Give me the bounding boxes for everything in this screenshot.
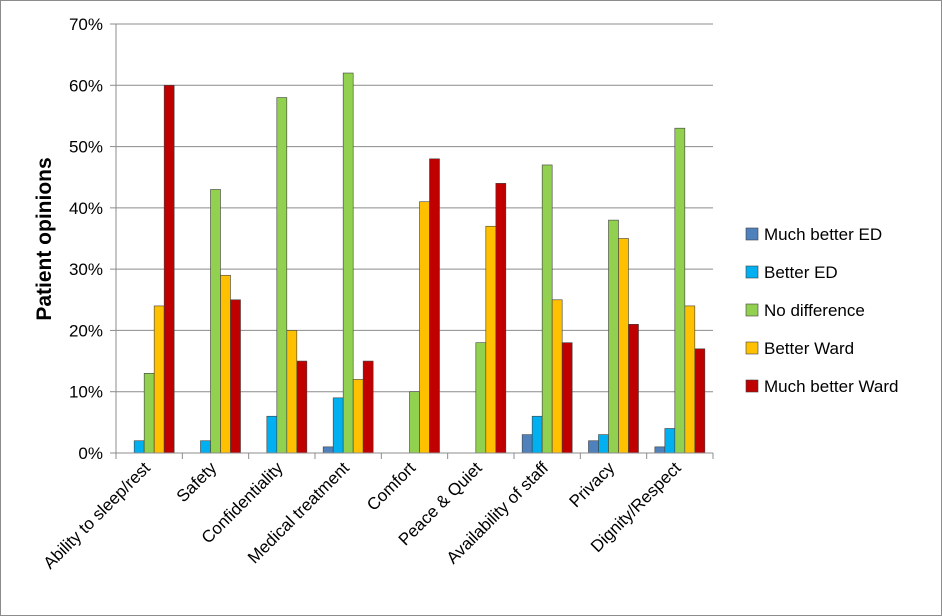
bar-much-better-ward <box>362 360 374 454</box>
bar-no-difference <box>674 127 686 454</box>
legend-swatch <box>745 227 759 241</box>
bar-no-difference <box>342 72 354 454</box>
bar-much-better-ward <box>429 158 440 454</box>
legend-swatch <box>745 341 759 355</box>
bar-better-ward <box>485 225 497 454</box>
bar-much-better-ward <box>163 84 175 454</box>
bar-no-difference <box>475 342 487 454</box>
x-tick-label: Ability to sleep/rest <box>40 458 155 573</box>
bar-better-ward <box>153 305 165 454</box>
y-tick-label: 10% <box>69 383 103 402</box>
bar-better-ward <box>684 305 696 454</box>
y-tick-label: 70% <box>69 15 103 34</box>
bar-much-better-ed <box>588 440 599 454</box>
x-tick-label: Privacy <box>565 458 618 511</box>
y-axis-label: Patient opinions <box>33 157 56 320</box>
bar-no-difference <box>541 164 553 454</box>
x-tick-label: Comfort <box>363 458 419 514</box>
bar-better-ed <box>531 415 543 454</box>
legend-swatch <box>745 379 759 393</box>
y-tick-label: 20% <box>69 321 103 340</box>
bar-much-better-ward <box>561 342 573 454</box>
bar-better-ward <box>220 274 231 454</box>
bar-much-better-ed <box>322 446 334 454</box>
bar-much-better-ed <box>654 446 666 454</box>
bar-much-better-ward <box>694 348 706 454</box>
legend-label: Much better Ward <box>764 377 898 396</box>
legend-label: No difference <box>764 301 865 320</box>
bar-better-ward <box>618 238 629 454</box>
bar-better-ed <box>266 415 278 454</box>
legend-swatch <box>745 265 759 279</box>
bar-much-better-ward <box>296 360 308 454</box>
bar-no-difference <box>143 373 155 454</box>
bar-better-ed <box>200 440 211 454</box>
y-tick-label: 40% <box>69 199 103 218</box>
bar-better-ed <box>664 428 676 454</box>
bar-no-difference <box>210 189 221 454</box>
legend-label: Much better ED <box>764 225 882 244</box>
bar-much-better-ed <box>521 434 533 454</box>
legend-swatch <box>745 303 759 317</box>
legend-label: Better Ward <box>764 339 854 358</box>
bar-better-ward <box>352 379 364 454</box>
y-tick-label: 50% <box>69 138 103 157</box>
y-tick-labels: 0% 10% 20% 30% 40% 50% 60% 70% <box>69 15 103 463</box>
x-tick-label: Safety <box>173 458 221 506</box>
axes <box>115 24 714 459</box>
bar-better-ward <box>286 330 298 454</box>
bar-much-better-ward <box>495 183 507 454</box>
bar-better-ward <box>419 201 430 454</box>
bar-better-ward <box>551 299 563 454</box>
legend-label: Better ED <box>764 263 838 282</box>
bar-no-difference <box>409 391 420 454</box>
legend: Much better ED Better ED No difference Bett… <box>745 225 898 396</box>
bar-better-ed <box>598 434 609 454</box>
bars <box>133 72 706 454</box>
y-tick-label: 30% <box>69 260 103 279</box>
bar-much-better-ward <box>230 299 241 454</box>
x-tick-labels: Ability to sleep/rest SafetyConfidentiali… <box>40 458 685 573</box>
bar-better-ed <box>133 440 145 454</box>
bar-much-better-ward <box>628 323 639 454</box>
bar-no-difference <box>276 97 288 454</box>
bar-no-difference <box>608 219 619 454</box>
y-tick-label: 0% <box>78 444 103 463</box>
bar-better-ed <box>332 397 344 454</box>
y-tick-label: 60% <box>69 76 103 95</box>
